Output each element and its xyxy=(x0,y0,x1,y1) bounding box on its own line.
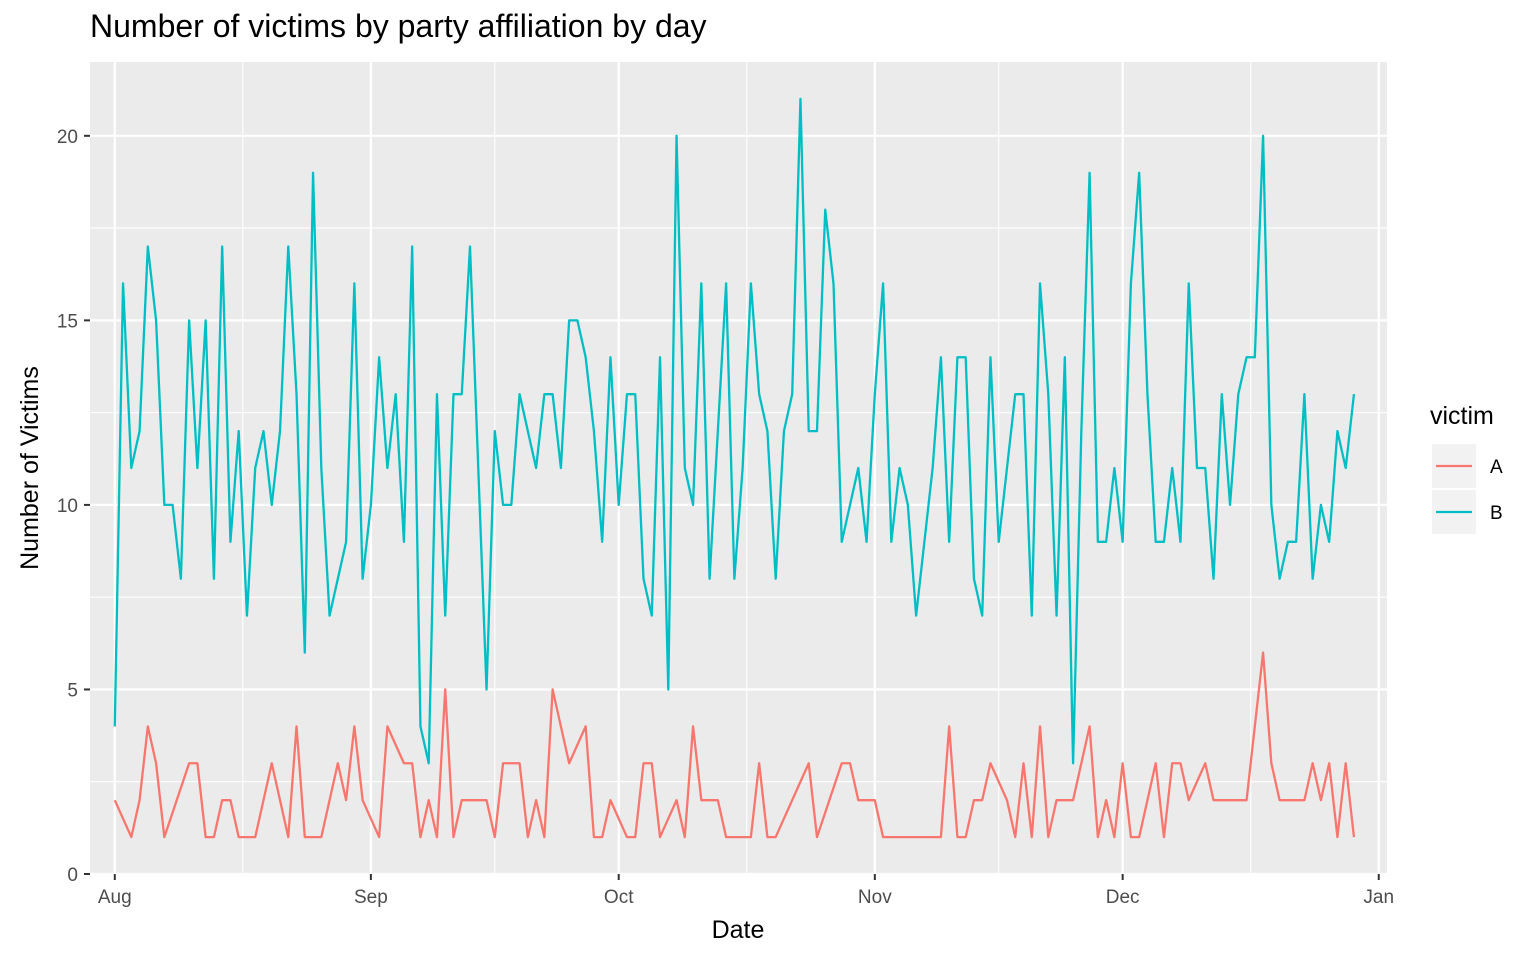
y-tick-label: 0 xyxy=(67,865,78,886)
y-tick-label: 15 xyxy=(57,311,78,332)
y-tick-label: 5 xyxy=(67,680,78,701)
series-line-B xyxy=(113,97,1356,765)
legend-title: victim xyxy=(1430,402,1494,430)
x-tick-label: Dec xyxy=(1106,887,1140,908)
chart-title: Number of victims by party affiliation b… xyxy=(90,8,707,44)
x-tick-label: Jan xyxy=(1363,887,1394,908)
series-layer xyxy=(113,97,1356,839)
legend-label-A: A xyxy=(1490,457,1503,478)
legend: victim AB xyxy=(1430,402,1503,534)
legend-items: AB xyxy=(1432,444,1503,534)
grid-major xyxy=(90,62,1387,876)
y-axis: 0 5 10 15 20 xyxy=(57,127,90,886)
series-line-A xyxy=(113,651,1356,839)
x-axis-title: Date xyxy=(712,916,765,944)
y-tick-label: 10 xyxy=(57,496,78,517)
x-tick-label: Sep xyxy=(354,887,388,908)
x-tick-label: Oct xyxy=(604,887,634,908)
y-tick-label: 20 xyxy=(57,127,78,148)
y-axis-title: Number of Victims xyxy=(16,366,44,570)
x-tick-label: Nov xyxy=(858,887,892,908)
x-axis: Aug Sep Oct Nov Dec Jan xyxy=(98,874,1394,908)
x-tick-label: Aug xyxy=(98,887,132,908)
plot-panel xyxy=(90,62,1387,874)
legend-label-B: B xyxy=(1490,503,1503,524)
